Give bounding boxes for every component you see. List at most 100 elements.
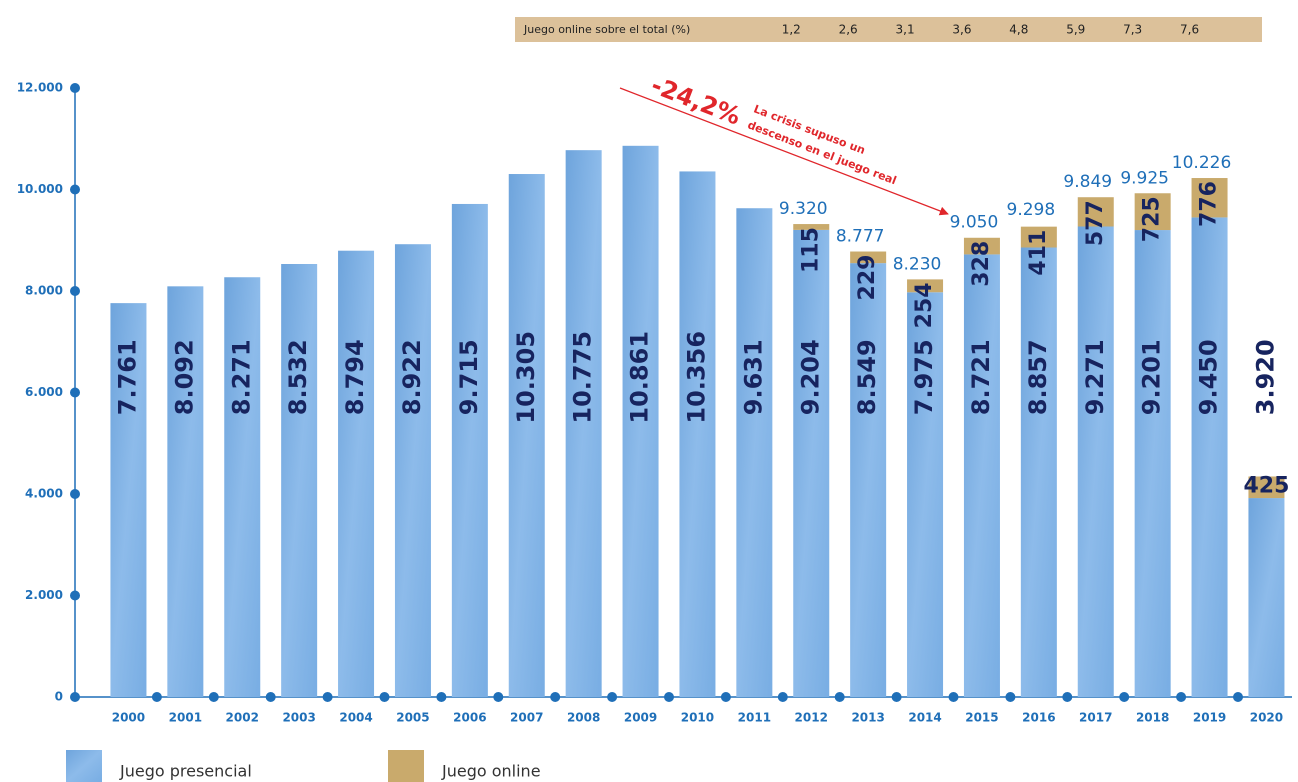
bar-segment <box>622 145 659 697</box>
legend-swatch <box>388 750 424 782</box>
bar-value-label: 10.356 <box>682 331 710 424</box>
online-value-label: 328 <box>969 241 994 287</box>
total-label: 8.777 <box>836 227 885 247</box>
total-label: 9.925 <box>1120 168 1169 188</box>
bar-segment <box>451 203 488 697</box>
x-tick <box>1233 692 1243 702</box>
bar-value-label: 7.975 <box>910 339 938 415</box>
x-tick <box>891 692 902 702</box>
x-tick-label: 2009 <box>624 711 657 725</box>
share-value: 1,2 <box>782 23 801 37</box>
bar-segment <box>167 286 204 697</box>
y-tick-label: 6.000 <box>25 385 63 399</box>
bar-segment <box>1248 476 1285 499</box>
online-value-label: 725 <box>1140 196 1165 242</box>
bar-segment <box>793 229 830 697</box>
bar-segment <box>1020 247 1057 697</box>
y-tick-label: 4.000 <box>25 487 63 501</box>
share-value: 3,1 <box>896 23 915 37</box>
bar-segment <box>1134 193 1171 231</box>
x-tick <box>1005 692 1016 702</box>
bar-value-label: 8.794 <box>341 339 369 415</box>
bar-segment <box>1191 217 1228 697</box>
bar-segment <box>1248 498 1285 697</box>
bar-value-label: 3.920 <box>1251 339 1279 415</box>
bar-segment <box>1020 226 1057 248</box>
total-label: 9.849 <box>1063 172 1112 192</box>
x-tick <box>777 692 788 702</box>
x-tick-label: 2012 <box>795 711 828 725</box>
legend-label: Juego presencial <box>119 762 252 781</box>
bar-value-label: 8.857 <box>1024 339 1052 415</box>
bar-value-label: 8.271 <box>227 339 255 415</box>
x-tick <box>208 692 219 702</box>
bar-value-label: 9.715 <box>455 339 483 415</box>
x-tick-label: 2013 <box>851 711 884 725</box>
share-value: 7,6 <box>1180 23 1199 37</box>
bar-value-label: 9.271 <box>1081 339 1109 415</box>
y-tick <box>70 184 80 195</box>
bar-segment <box>1134 230 1171 697</box>
bar-segment <box>1191 178 1228 218</box>
bar-value-label: 10.305 <box>512 331 540 424</box>
bar-segment <box>963 237 1000 255</box>
share-title: Juego online sobre el total (%) <box>523 23 690 36</box>
bar-value-label: 8.721 <box>967 339 995 415</box>
x-tick <box>664 692 674 702</box>
x-tick-label: 2001 <box>169 711 202 725</box>
bar-segment <box>110 303 147 697</box>
x-tick-label: 2006 <box>453 711 486 725</box>
bar-segment <box>281 264 318 697</box>
total-label: 9.050 <box>950 213 999 233</box>
x-tick-label: 2015 <box>965 711 998 725</box>
x-tick-label: 2004 <box>339 711 372 725</box>
x-tick-label: 2019 <box>1193 711 1226 725</box>
x-tick <box>607 692 618 702</box>
annotation-arrow <box>619 87 949 216</box>
online-value-label: 254 <box>912 282 937 328</box>
y-tick-label: 8.000 <box>25 284 63 298</box>
total-label: 10.226 <box>1172 153 1231 173</box>
x-tick <box>1176 692 1187 702</box>
bar-value-label: 8.092 <box>170 339 198 415</box>
x-tick-label: 2011 <box>738 711 771 725</box>
x-tick <box>1062 692 1073 702</box>
x-tick <box>550 692 561 702</box>
share-value: 4,8 <box>1009 23 1028 37</box>
bar-segment <box>907 279 944 293</box>
share-value: 3,6 <box>952 23 971 37</box>
online-value-label: 577 <box>1083 200 1108 246</box>
x-tick-label: 2020 <box>1250 711 1283 725</box>
x-tick <box>436 692 447 702</box>
online-value-label: 115 <box>798 227 823 273</box>
bar-value-label: 8.549 <box>853 339 881 415</box>
bar-segment <box>850 251 887 264</box>
x-tick <box>265 692 276 702</box>
bar-value-label: 10.775 <box>569 331 597 424</box>
y-tick-label: 0 <box>55 690 63 704</box>
x-tick-label: 2014 <box>908 711 941 725</box>
x-tick <box>493 692 504 702</box>
bar-value-label: 9.201 <box>1138 339 1166 415</box>
x-tick-label: 2003 <box>282 711 315 725</box>
bar-segment <box>907 292 944 697</box>
share-value: 7,3 <box>1123 23 1142 37</box>
total-label: 8.230 <box>893 254 942 274</box>
bar-value-label: 9.204 <box>796 339 824 415</box>
share-band <box>515 17 1262 42</box>
online-value-label: 229 <box>855 255 880 301</box>
bar-segment <box>565 150 602 697</box>
y-tick-label: 2.000 <box>25 588 63 602</box>
bar-segment <box>963 254 1000 698</box>
bar-value-label: 8.532 <box>284 339 312 415</box>
x-tick-label: 2018 <box>1136 711 1169 725</box>
bar-value-label: 10.861 <box>626 331 654 424</box>
share-value: 2,6 <box>839 23 858 37</box>
y-tick <box>70 83 80 93</box>
x-tick-label: 2002 <box>226 711 259 725</box>
bar-segment <box>679 171 716 698</box>
y-tick <box>70 692 80 702</box>
x-tick-label: 2005 <box>396 711 429 725</box>
bar-segment <box>394 244 431 697</box>
